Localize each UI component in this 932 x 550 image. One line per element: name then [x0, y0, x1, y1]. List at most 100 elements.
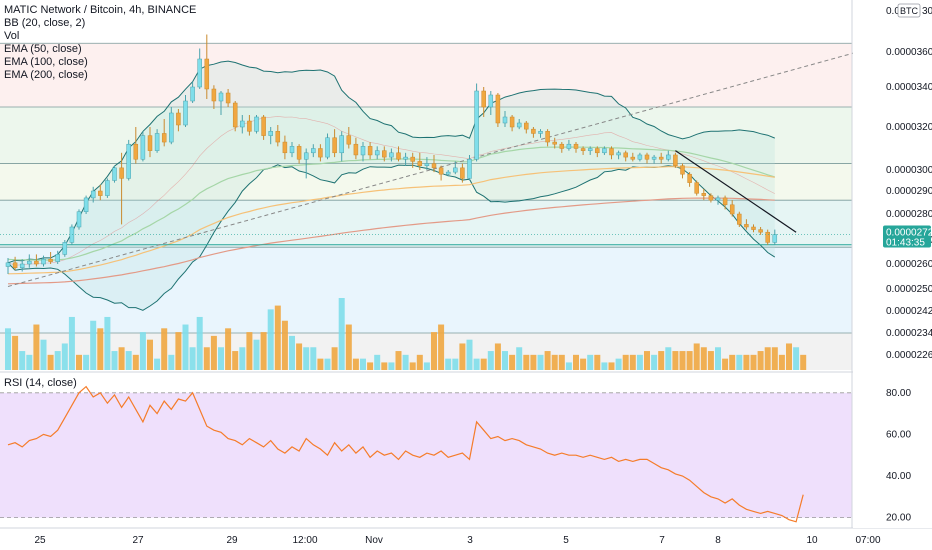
rsi-line — [7, 385, 804, 523]
volume-bar — [5, 328, 11, 370]
volume-bar — [452, 358, 459, 370]
volume-bar — [672, 351, 679, 370]
volume-bar — [132, 354, 139, 370]
candle-body — [495, 94, 501, 124]
indicator-ema100[interactable]: EMA (100, close) — [4, 56, 88, 68]
volume-bar — [19, 351, 26, 370]
volume-bar — [423, 362, 430, 370]
volume-bar — [324, 358, 331, 370]
time-tick-label: 10 — [806, 535, 818, 546]
symbol-title: MATIC Network / Bitcoin, 4h, BINANCE — [4, 4, 197, 16]
volume-bar — [771, 347, 778, 370]
candle-body — [190, 86, 195, 102]
volume-bar — [402, 354, 409, 370]
candle-body — [389, 152, 394, 158]
candle-body — [445, 171, 451, 175]
candle-body — [651, 156, 657, 160]
volume-bar — [68, 316, 75, 370]
volume-bar — [232, 351, 239, 370]
candle-body — [474, 90, 479, 160]
candle-body — [701, 193, 707, 196]
rsi-legend[interactable]: RSI (14, close) — [4, 377, 77, 389]
candle-body — [225, 92, 231, 104]
fib-zone — [0, 43, 852, 107]
bb-fill — [8, 61, 775, 311]
volume-bar — [736, 354, 743, 370]
volume-bar — [764, 347, 771, 370]
candle-body — [98, 190, 103, 196]
volume-bar — [431, 332, 437, 370]
candle-body — [360, 146, 366, 156]
candle-body — [382, 150, 387, 158]
candle-body — [729, 204, 735, 215]
candle-body — [424, 163, 430, 166]
candle-body — [587, 148, 593, 151]
volume-bar — [196, 316, 203, 370]
time-tick-label: 3 — [467, 535, 473, 546]
volume-bar — [281, 320, 288, 370]
candle-body — [289, 146, 295, 154]
volume-bar — [125, 351, 132, 370]
candle-body — [644, 154, 650, 160]
volume-bar — [686, 351, 693, 370]
candle-body — [204, 58, 210, 90]
candle-body — [147, 135, 153, 151]
candle-body — [396, 152, 401, 160]
volume-bar — [246, 332, 253, 370]
volume-bar — [239, 347, 246, 370]
volume-bar — [750, 354, 757, 370]
volume-bar — [161, 328, 168, 370]
candle-body — [140, 135, 146, 160]
candle-body — [197, 58, 202, 88]
candle-body — [403, 156, 408, 160]
candle-body — [83, 197, 89, 212]
candle-body — [254, 116, 259, 132]
volume-bar — [715, 347, 721, 370]
candle-body — [623, 152, 628, 158]
rsi-tick-label: 80.00 — [886, 388, 911, 399]
volume-bar — [97, 328, 104, 370]
candle-body — [154, 133, 160, 151]
candle-body — [119, 167, 124, 179]
volume-bar — [374, 354, 381, 370]
candle-body — [240, 120, 245, 128]
indicator-ema200[interactable]: EMA (200, close) — [4, 69, 88, 81]
rsi-tick-label: 40.00 — [886, 471, 911, 482]
volume-bar — [388, 362, 395, 370]
volume-bar — [381, 362, 388, 370]
candle-body — [538, 131, 543, 134]
volume-bar — [83, 354, 90, 370]
volume-bar — [61, 343, 68, 370]
candle-body — [374, 150, 380, 156]
candle-body — [453, 167, 458, 173]
volume-bar — [395, 351, 402, 370]
indicator-bb[interactable]: BB (20, close, 2) — [4, 17, 86, 29]
volume-bar — [636, 354, 643, 370]
volume-bar — [594, 354, 601, 370]
volume-bar — [651, 354, 658, 370]
candle-body — [325, 137, 330, 158]
indicator-ema50[interactable]: EMA (50, close) — [4, 43, 82, 55]
volume-bar — [679, 351, 686, 370]
bb-basis-line — [7, 116, 775, 266]
volume-bar — [33, 324, 40, 370]
volume-bar — [601, 362, 608, 370]
candle-body — [637, 154, 643, 160]
candle-body — [183, 100, 188, 126]
candle-body — [609, 148, 614, 156]
volume-bar — [558, 354, 565, 370]
volume-bar — [537, 354, 544, 370]
time-tick-label: 25 — [34, 535, 46, 546]
volume-bar — [459, 343, 466, 370]
indicator-vol[interactable]: Vol — [4, 30, 20, 42]
volume-bar — [338, 298, 345, 370]
candle-body — [318, 148, 323, 158]
candle-body — [34, 260, 39, 265]
